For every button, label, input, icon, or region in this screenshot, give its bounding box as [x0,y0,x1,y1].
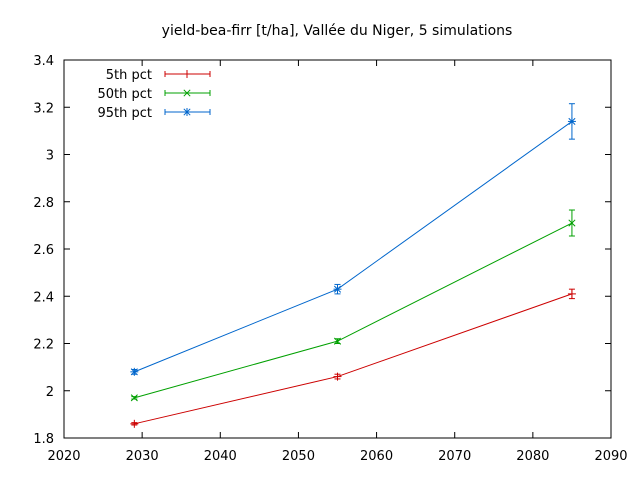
point-marker [183,108,191,116]
x-tick-label: 2060 [360,449,393,464]
y-tick-label: 2.8 [33,196,54,211]
series-line [134,121,573,373]
point-marker [333,372,342,381]
legend-label: 50th pct [97,87,152,102]
point-marker [568,219,576,227]
y-tick-label: 2.2 [33,338,54,353]
point-marker [130,367,139,376]
legend-label: 5th pct [106,68,152,83]
x-tick-label: 2050 [282,449,315,464]
series-layer [130,103,576,428]
x-tick-label: 2040 [204,449,237,464]
y-tick-label: 3.4 [33,54,54,69]
point-marker [183,70,191,78]
y-tick-label: 3 [46,149,54,164]
point-marker [130,419,139,428]
point-marker [567,117,576,126]
legend-entry: 95th pct [97,106,211,121]
x-tick-label: 2080 [516,449,549,464]
legend-entry: 50th pct [97,87,211,102]
point-marker [183,89,191,97]
series-95th-pct [130,103,576,376]
series-line [134,293,573,425]
x-tick-label: 2090 [594,449,627,464]
y-tick-label: 2.4 [33,290,54,305]
series-line [134,222,573,399]
y-tick-label: 2 [46,385,54,400]
legend-entry: 5th pct [106,68,211,83]
legend-label: 95th pct [97,106,152,121]
series-5th-pct [130,288,576,428]
y-tick-label: 3.2 [33,101,54,116]
series-50th-pct [130,209,576,402]
point-marker [567,289,576,298]
y-tick-label: 1.8 [33,432,54,447]
x-tick-label: 2070 [438,449,471,464]
x-tick-label: 2020 [47,449,80,464]
axes: 2020 2030 2040 2050 2060 2070 2080 2090 1.8 2 2.2 2… [33,54,627,464]
legend: 5th pct 50th pct 95th pct [97,68,211,121]
x-tick-label: 2030 [126,449,159,464]
y-tick-label: 2.6 [33,243,54,258]
point-marker [333,285,342,294]
point-marker [333,337,342,345]
point-marker [130,394,138,402]
chart-title: yield-bea-firr [t/ha], Vallée du Niger, … [162,23,513,39]
